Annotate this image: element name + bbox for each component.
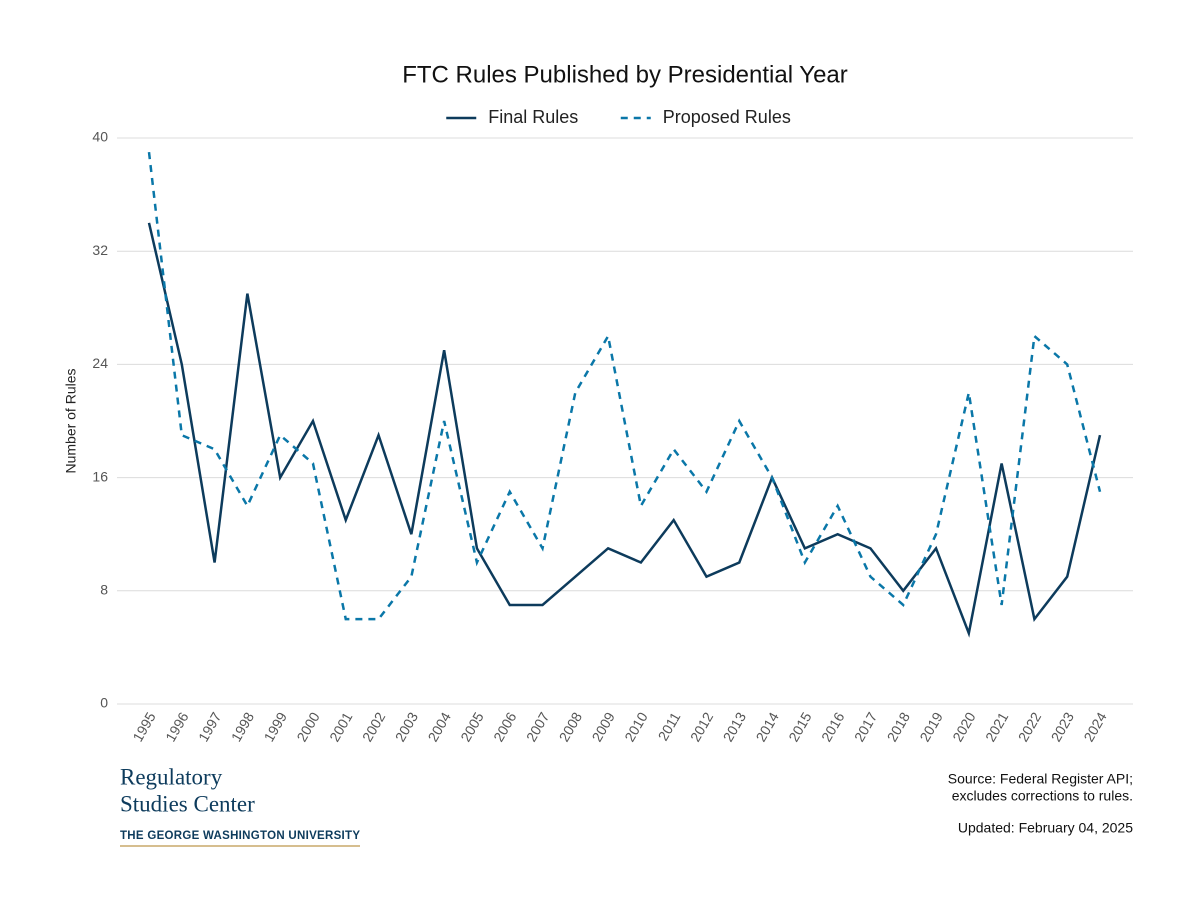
x-tick-label: 2023	[1048, 709, 1078, 744]
y-tick-label: 40	[92, 129, 108, 145]
x-tick-label: 2008	[556, 709, 586, 744]
x-tick-label: 2022	[1015, 709, 1045, 744]
x-tick-label: 2002	[359, 709, 389, 744]
x-tick-label: 2010	[621, 709, 651, 744]
logo-line: Studies Center	[120, 791, 255, 816]
y-tick-label: 24	[92, 355, 108, 371]
source-note: Source: Federal Register API;	[948, 771, 1133, 787]
x-tick-label: 2001	[326, 709, 356, 744]
x-tick-label: 2009	[588, 709, 618, 744]
x-tick-label: 2015	[785, 709, 815, 744]
logo-line: Regulatory	[120, 764, 223, 789]
x-tick-label: 2016	[818, 709, 848, 744]
source-note: excludes corrections to rules.	[952, 788, 1133, 804]
legend-label: Proposed Rules	[663, 107, 791, 127]
x-tick-label: 2007	[523, 709, 553, 744]
x-tick-label: 2019	[916, 709, 946, 744]
data-line	[147, 152, 1102, 621]
x-tick-label: 2003	[392, 709, 422, 744]
x-tick-label: 2018	[884, 709, 914, 744]
x-tick-label: 2021	[982, 709, 1012, 744]
legend-label: Final Rules	[488, 107, 578, 127]
x-tick-label: 2011	[655, 709, 684, 743]
x-tick-label: 2000	[293, 709, 323, 744]
x-tick-label: 2017	[851, 709, 881, 744]
y-tick-label: 8	[100, 582, 108, 598]
data-line	[147, 222, 1102, 638]
x-tick-label: 2012	[687, 709, 717, 744]
logo-university: THE GEORGE WASHINGTON UNIVERSITY	[120, 830, 360, 842]
x-tick-label: 1995	[129, 709, 159, 744]
x-tick-label: 1998	[228, 709, 258, 744]
x-tick-label: 2005	[457, 709, 487, 744]
y-tick-label: 0	[100, 695, 108, 711]
x-tick-label: 1997	[195, 709, 225, 744]
y-tick-label: 16	[92, 468, 108, 484]
x-tick-label: 2006	[490, 709, 520, 744]
y-axis-label: Number of Rules	[63, 368, 79, 473]
x-tick-label: 2013	[720, 709, 750, 744]
y-tick-label: 32	[92, 242, 108, 258]
x-tick-label: 2014	[752, 709, 782, 744]
x-tick-label: 1999	[261, 709, 291, 744]
updated-note: Updated: February 04, 2025	[958, 820, 1133, 836]
x-tick-label: 1996	[162, 709, 192, 744]
x-tick-label: 2024	[1080, 709, 1110, 744]
x-tick-label: 2020	[949, 709, 979, 744]
x-tick-label: 2004	[425, 709, 455, 744]
chart-title: FTC Rules Published by Presidential Year	[402, 61, 848, 88]
